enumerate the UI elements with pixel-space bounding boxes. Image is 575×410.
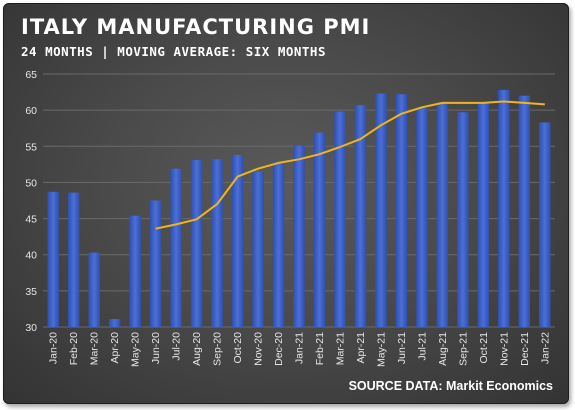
- bar: [108, 319, 121, 327]
- bar: [211, 159, 223, 327]
- bar: [67, 192, 80, 327]
- bar: [375, 93, 387, 327]
- x-tick-label: Jul-21: [416, 332, 428, 361]
- bar: [518, 95, 531, 327]
- source-note: SOURCE DATA: Markit Economics: [348, 379, 553, 393]
- chart-subtitle: 24 MONTHS | MOVING AVERAGE: SIX MONTHS: [21, 44, 326, 59]
- x-tick-label: Jun-20: [150, 332, 162, 364]
- x-tick-label: Mar-21: [334, 332, 346, 365]
- chart-title: ITALY MANUFACTURING PMI: [21, 15, 371, 39]
- x-tick-label: Jan-21: [294, 332, 306, 364]
- bar: [436, 103, 449, 327]
- x-tick-label: Sep-20: [212, 332, 224, 366]
- bar: [272, 162, 285, 327]
- bar: [313, 132, 326, 327]
- y-tick-label: 60: [25, 105, 37, 117]
- x-tick-label: Feb-20: [68, 332, 80, 365]
- x-tick-label: Jul-20: [171, 332, 183, 361]
- bar: [231, 154, 244, 327]
- x-tick-label: Dec-21: [519, 332, 531, 366]
- bar: [498, 89, 510, 327]
- bar: [149, 200, 162, 327]
- bar: [416, 107, 428, 327]
- y-tick-label: 45: [25, 214, 37, 226]
- bar: [47, 191, 59, 327]
- x-tick-label: Aug-21: [437, 332, 449, 366]
- y-tick-label: 50: [25, 177, 37, 189]
- bar: [395, 94, 408, 328]
- x-tick-label: Dec-20: [273, 332, 285, 366]
- x-tick-label: Apr-21: [355, 332, 367, 364]
- x-tick-label: Jun-21: [396, 332, 408, 364]
- y-tick-label: 30: [25, 322, 37, 334]
- bar: [88, 252, 100, 327]
- bar: [129, 215, 141, 327]
- moving-average-line: [155, 100, 545, 230]
- y-tick-label: 65: [25, 69, 37, 81]
- x-tick-label: Nov-20: [253, 332, 265, 366]
- y-tick-label: 55: [25, 141, 37, 153]
- chart-plot: 30 35 40 45 50 55 60 65 Jan-20 Feb-20 Mar-20 Apr-20…: [25, 69, 555, 367]
- bar: [334, 111, 346, 328]
- y-tick-label: 40: [25, 250, 37, 262]
- x-tick-label: Nov-21: [498, 332, 510, 366]
- x-tick-label: May-20: [130, 332, 142, 367]
- bar: [457, 112, 469, 327]
- x-tick-label: Apr-20: [109, 332, 121, 364]
- y-tick-label: 35: [25, 286, 37, 298]
- bar: [293, 145, 305, 327]
- x-tick-label: Jan-22: [539, 332, 551, 364]
- x-tick-label: Feb-21: [314, 332, 326, 365]
- bar: [477, 102, 490, 327]
- x-tick-label: Jan-20: [48, 332, 60, 364]
- x-tick-label: Sep-21: [457, 332, 469, 366]
- x-tick-label: Mar-20: [89, 332, 101, 365]
- x-tick-label: Aug-20: [191, 332, 203, 366]
- bar: [539, 122, 551, 327]
- x-tick-label: Oct-20: [232, 332, 244, 364]
- bar: [190, 160, 203, 327]
- x-tick-label: Oct-21: [478, 332, 490, 364]
- bar: [354, 105, 367, 327]
- bar: [170, 168, 182, 327]
- bar: [252, 171, 264, 327]
- chart-card: ITALY MANUFACTURING PMI 24 MONTHS | MOVI…: [3, 3, 569, 404]
- x-tick-label: May-21: [375, 332, 387, 367]
